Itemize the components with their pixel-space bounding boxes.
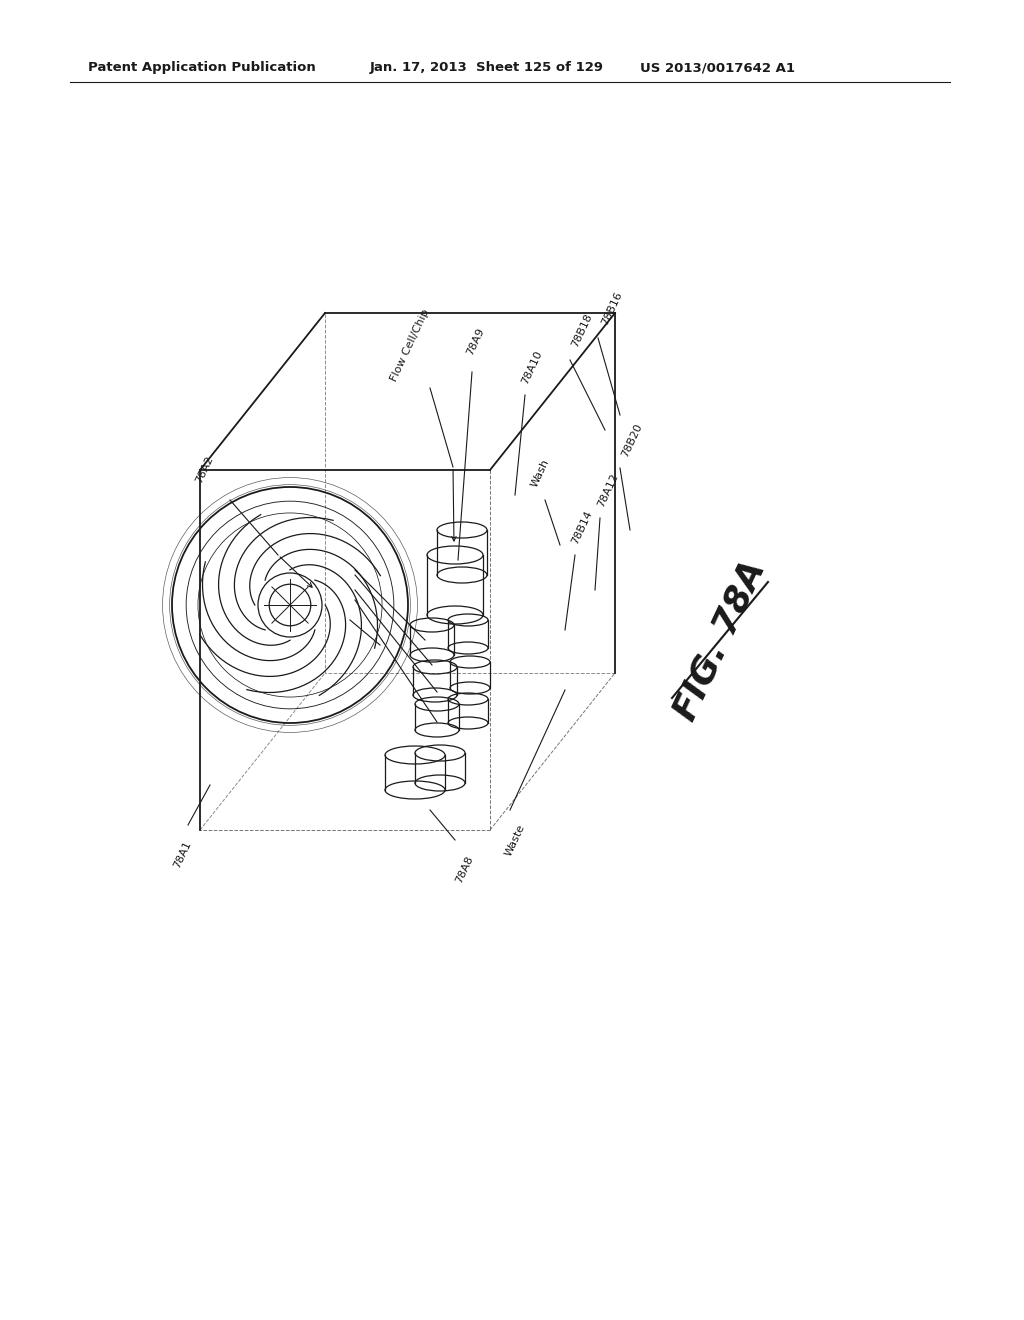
Text: 78A8: 78A8	[455, 855, 476, 886]
Text: 78A9: 78A9	[465, 327, 486, 358]
Text: 78B18: 78B18	[570, 312, 594, 348]
Text: 78B14: 78B14	[570, 508, 594, 545]
Text: US 2013/0017642 A1: US 2013/0017642 A1	[640, 62, 795, 74]
Text: 78B16: 78B16	[600, 289, 624, 326]
Text: FIG. 78A: FIG. 78A	[669, 554, 772, 725]
Text: Waste: Waste	[503, 822, 526, 858]
Text: Flow Cell/Chip: Flow Cell/Chip	[389, 308, 431, 383]
Text: Wash: Wash	[529, 457, 551, 488]
Text: 78A12: 78A12	[596, 471, 621, 508]
Text: 78A1: 78A1	[171, 840, 193, 870]
Text: 78B20: 78B20	[620, 421, 644, 458]
Text: Jan. 17, 2013  Sheet 125 of 129: Jan. 17, 2013 Sheet 125 of 129	[370, 62, 604, 74]
Text: 78A10: 78A10	[520, 348, 544, 385]
Text: 78A2: 78A2	[195, 455, 216, 486]
Text: Patent Application Publication: Patent Application Publication	[88, 62, 315, 74]
